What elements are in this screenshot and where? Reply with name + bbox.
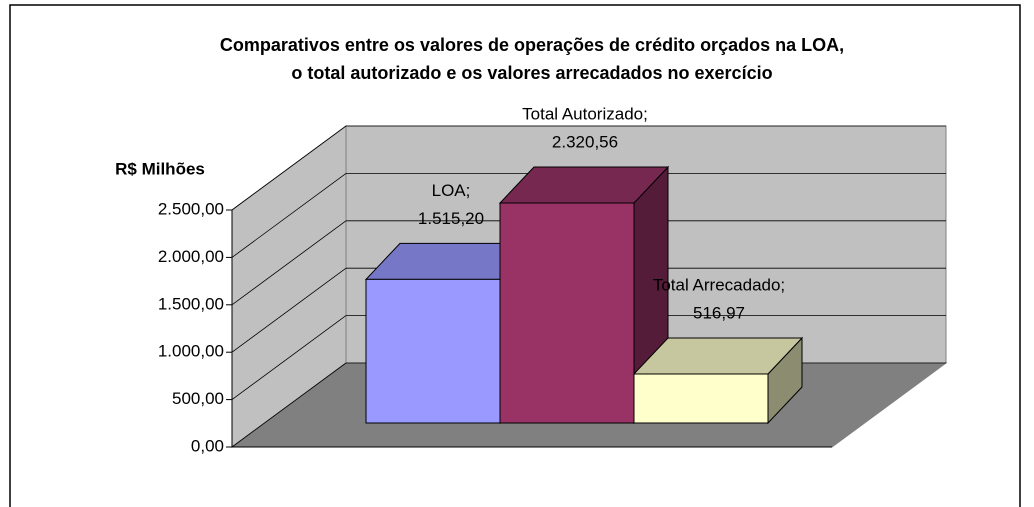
y-tick-label: 2.500,00 [158,199,224,218]
data-label: 516,97 [693,303,745,322]
data-label-category: Total Arrecadado; [653,275,785,294]
y-tick-label: 500,00 [172,389,224,408]
data-label: 1.515,20 [418,209,484,228]
grid-line [231,267,347,353]
y-tick-label: 1.500,00 [158,294,224,313]
y-tick-label: 1.000,00 [158,342,224,361]
bar [633,373,769,424]
y-axis-label: R$ Milhões [115,159,205,178]
data-label-category: LOA; [432,181,471,200]
bar [365,278,501,424]
data-label-category: Total Autorizado; [522,104,648,123]
chart-title: Comparativos entre os valores de operaçõ… [220,35,844,55]
grid-line [231,173,347,258]
grid-line [231,315,347,400]
chart-title: o total autorizado e os valores arrecada… [291,63,772,83]
bar [499,202,635,424]
grid-line [231,220,347,306]
grid-line [231,125,347,211]
y-tick-label: 0,00 [191,436,224,455]
y-tick-label: 2.000,00 [158,247,224,266]
data-label: 2.320,56 [552,132,618,151]
grid-line [231,362,347,448]
